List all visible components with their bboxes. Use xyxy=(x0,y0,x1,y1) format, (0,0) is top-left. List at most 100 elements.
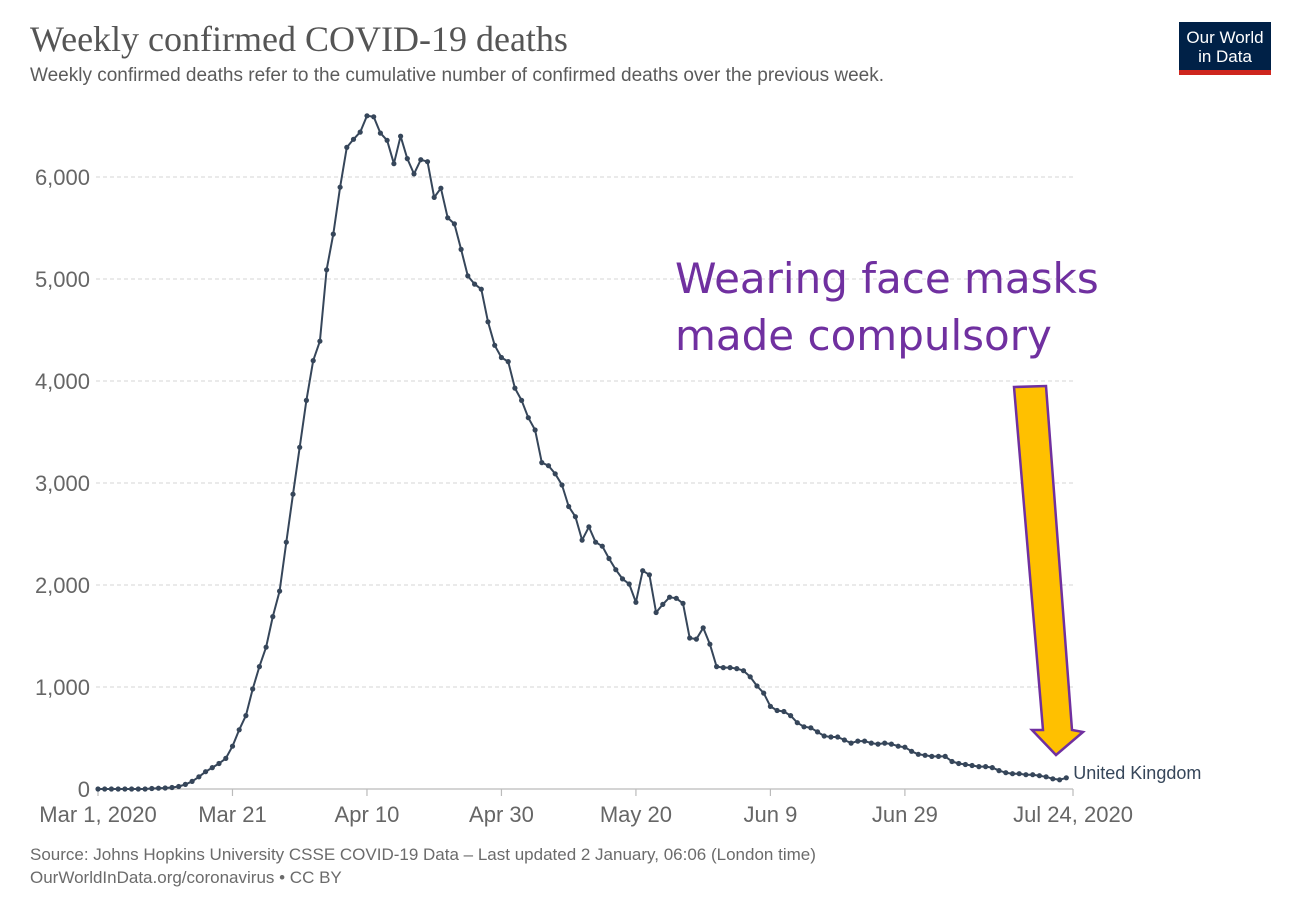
series-line xyxy=(98,114,1067,790)
data-point xyxy=(270,614,276,620)
data-point xyxy=(525,415,531,421)
data-point xyxy=(135,786,141,792)
data-point xyxy=(774,707,780,714)
annotation-arrow xyxy=(1012,384,1086,757)
data-point xyxy=(566,503,572,510)
data-point xyxy=(472,281,478,287)
data-point xyxy=(357,129,363,135)
data-point xyxy=(929,753,935,760)
data-point xyxy=(350,136,357,142)
data-point xyxy=(559,482,565,488)
data-point xyxy=(714,664,720,670)
data-point xyxy=(478,286,484,292)
data-point xyxy=(841,737,848,743)
x-tick-label: Jun 9 xyxy=(743,802,797,827)
data-point xyxy=(216,760,222,767)
data-point xyxy=(828,734,834,740)
data-point xyxy=(290,491,296,497)
data-point xyxy=(229,743,236,749)
data-point xyxy=(693,636,700,642)
data-point xyxy=(277,588,283,594)
data-point xyxy=(182,781,188,788)
data-point xyxy=(888,741,895,747)
data-point xyxy=(498,354,504,361)
data-point xyxy=(969,762,975,769)
data-point xyxy=(895,743,901,749)
license-note: OurWorldInData.org/coronavirus • CC BY xyxy=(30,868,342,887)
data-point xyxy=(754,683,760,689)
data-point xyxy=(438,185,444,191)
data-point xyxy=(767,703,774,710)
data-point xyxy=(95,786,101,792)
y-tick-label: 1,000 xyxy=(35,675,90,700)
owid-logo[interactable]: Our World in Data xyxy=(1179,22,1271,75)
data-point xyxy=(162,785,168,791)
data-point xyxy=(1009,771,1016,777)
data-point xyxy=(297,444,303,450)
data-point xyxy=(593,539,599,545)
data-point xyxy=(781,708,787,715)
data-point xyxy=(875,741,881,747)
data-point xyxy=(209,765,215,771)
data-point xyxy=(606,555,612,562)
data-point xyxy=(424,159,431,165)
source-note: Source: Johns Hopkins University CSSE CO… xyxy=(30,845,816,864)
data-point xyxy=(391,161,397,167)
data-point xyxy=(431,194,437,200)
data-point xyxy=(364,113,370,119)
data-point xyxy=(915,751,921,757)
y-tick-label: 3,000 xyxy=(35,471,90,496)
data-point xyxy=(855,738,861,744)
data-point xyxy=(223,755,229,762)
data-point xyxy=(700,625,706,631)
data-point xyxy=(579,537,585,543)
data-point xyxy=(983,764,989,770)
data-point xyxy=(196,774,202,780)
data-point xyxy=(734,666,740,672)
annotation-line-1: Wearing face masks xyxy=(675,254,1099,303)
data-point xyxy=(404,156,410,162)
data-point xyxy=(808,725,814,731)
data-point xyxy=(122,786,128,792)
data-point xyxy=(189,778,195,785)
series-label: United Kingdom xyxy=(1073,763,1201,783)
series-group: United Kingdom xyxy=(95,113,1201,792)
data-point xyxy=(377,130,383,136)
data-point xyxy=(203,769,209,775)
data-point xyxy=(398,133,404,139)
y-tick-label: 6,000 xyxy=(35,165,90,190)
data-point xyxy=(115,786,121,792)
y-tick-label: 5,000 xyxy=(35,267,90,292)
gridlines xyxy=(96,176,1073,688)
y-tick-label: 4,000 xyxy=(35,369,90,394)
logo-line-1: Our World xyxy=(1186,28,1264,47)
data-point xyxy=(788,713,794,719)
data-point xyxy=(552,471,558,477)
data-point xyxy=(317,338,323,344)
data-point xyxy=(720,665,726,671)
data-point xyxy=(445,215,451,221)
data-point xyxy=(902,744,908,750)
data-point xyxy=(1003,770,1009,776)
data-point xyxy=(1057,777,1063,783)
data-point xyxy=(619,576,626,582)
data-point xyxy=(465,273,471,279)
data-point xyxy=(1030,772,1036,778)
data-point xyxy=(707,641,713,647)
data-point xyxy=(337,184,343,190)
chart-title: Weekly confirmed COVID-19 deaths xyxy=(30,19,568,59)
x-axis-ticks: Mar 1, 2020 Mar 21 Apr 10 Apr 30 May 20 Jun 9… xyxy=(39,789,1133,827)
data-point xyxy=(250,686,256,692)
data-point xyxy=(142,786,148,792)
data-point xyxy=(599,543,605,549)
data-point xyxy=(989,765,995,771)
data-point xyxy=(835,734,841,740)
y-tick-label: 2,000 xyxy=(35,573,90,598)
data-point xyxy=(1063,775,1069,781)
x-tick-label: May 20 xyxy=(600,802,672,827)
data-point xyxy=(673,595,679,601)
data-point xyxy=(108,786,114,792)
data-point xyxy=(1036,773,1042,779)
data-point xyxy=(176,783,182,790)
